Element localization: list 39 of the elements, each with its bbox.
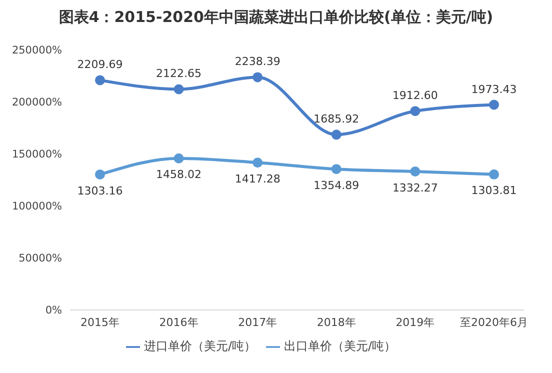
y-tick-label: 150000%	[12, 148, 62, 161]
x-tick-label: 2018年	[316, 316, 356, 329]
point	[95, 75, 105, 86]
point	[252, 158, 263, 168]
point	[410, 166, 420, 176]
data-label: 1417.28	[234, 172, 280, 186]
point	[331, 164, 342, 174]
point	[95, 169, 105, 180]
data-label: 1303.81	[471, 184, 517, 198]
data-label: 2122.65	[156, 67, 202, 80]
point	[252, 72, 263, 82]
point	[489, 100, 499, 110]
chart-title: 图表4：2015-2020年中国蔬菜进出口单价比较(单位：美元/吨)	[58, 8, 494, 28]
data-label: 1303.16	[77, 184, 123, 198]
y-tick-label: 50000%	[18, 252, 62, 265]
data-label: 2209.69	[77, 58, 123, 72]
data-label: 1912.60	[392, 89, 438, 102]
data-label: 2238.39	[234, 55, 280, 68]
point	[174, 84, 184, 94]
data-label: 1973.43	[471, 82, 517, 96]
y-tick-label: 100000%	[12, 200, 62, 213]
point	[331, 130, 342, 140]
point	[410, 106, 420, 116]
data-label: 1332.27	[392, 181, 438, 194]
y-tick-label: 250000%	[12, 44, 62, 57]
data-label: 1354.89	[314, 178, 360, 192]
x-tick-label: 至2020年6月	[460, 316, 528, 329]
x-tick-label: 2016年	[159, 316, 198, 329]
y-tick-label: 0%	[45, 304, 62, 317]
legend-label: 出口单价（美元/吨）	[284, 339, 396, 353]
legend-label: 进口单价（美元/吨）	[144, 339, 256, 353]
x-tick-label: 2015年	[80, 316, 120, 329]
point	[489, 169, 499, 180]
x-tick-label: 2017年	[238, 316, 278, 329]
point	[174, 153, 184, 164]
data-label: 1685.92	[314, 112, 360, 126]
x-tick-label: 2019年	[396, 316, 435, 329]
data-label: 1458.02	[156, 168, 202, 182]
y-tick-label: 200000%	[12, 96, 62, 109]
